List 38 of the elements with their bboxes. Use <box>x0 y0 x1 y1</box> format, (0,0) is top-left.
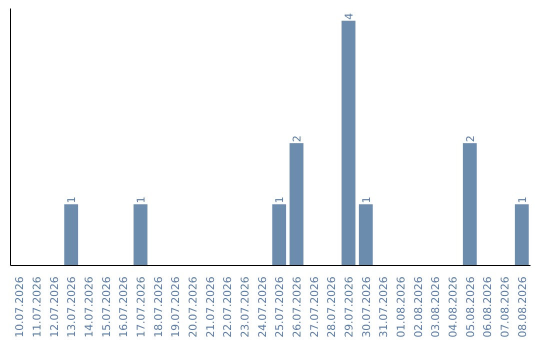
x-tick-label: 08.08.2026 <box>516 276 529 338</box>
x-tick-label: 26.07.2026 <box>290 276 304 338</box>
x-tick-label: 27.07.2026 <box>308 276 321 338</box>
x-tick-label: 15.07.2026 <box>100 276 113 338</box>
data-label: 1 <box>65 196 78 204</box>
x-tick-label: 10.07.2026 <box>13 276 26 338</box>
data-label: 2 <box>290 135 304 142</box>
data-label: 1 <box>134 196 148 204</box>
x-tick-label: 22.07.2026 <box>221 276 234 338</box>
x-tick-label: 16.07.2026 <box>117 276 130 338</box>
x-tick-label: 24.07.2026 <box>256 276 269 338</box>
x-tick-label: 02.08.2026 <box>412 276 425 338</box>
x-tick-label: 05.08.2026 <box>464 276 477 338</box>
x-tick-label: 31.07.2026 <box>377 276 390 338</box>
x-tick-label: 23.07.2026 <box>238 276 252 338</box>
x-tick-label: 04.08.2026 <box>446 276 460 338</box>
data-label: 1 <box>516 196 529 204</box>
data-label: 2 <box>464 135 477 142</box>
x-tick-label: 25.07.2026 <box>273 276 286 338</box>
x-tick-label: 29.07.2026 <box>342 276 356 338</box>
x-tick-label: 12.07.2026 <box>48 276 61 338</box>
data-label: 1 <box>273 196 286 204</box>
x-tick-label: 11.07.2026 <box>30 276 44 338</box>
x-tick-label: 30.07.2026 <box>360 276 373 338</box>
x-tick-label: 28.07.2026 <box>325 276 338 338</box>
x-tick-label: 03.08.2026 <box>429 276 442 338</box>
data-label: 4 <box>342 12 356 20</box>
x-tick-label: 21.07.2026 <box>204 276 217 338</box>
x-tick-label: 18.07.2026 <box>152 276 165 338</box>
x-tick-label: 07.08.2026 <box>498 276 512 338</box>
x-tick-label: 06.08.2026 <box>481 276 494 338</box>
x-tick-label: 19.07.2026 <box>169 276 182 338</box>
x-tick-label: 13.07.2026 <box>65 276 78 338</box>
data-label: 1 <box>360 196 373 204</box>
x-tick-label: 01.08.2026 <box>394 276 408 338</box>
x-tick-label: 17.07.2026 <box>134 276 148 338</box>
x-tick-label: 20.07.2026 <box>186 276 200 338</box>
x-tick-label: 14.07.2026 <box>82 276 96 338</box>
